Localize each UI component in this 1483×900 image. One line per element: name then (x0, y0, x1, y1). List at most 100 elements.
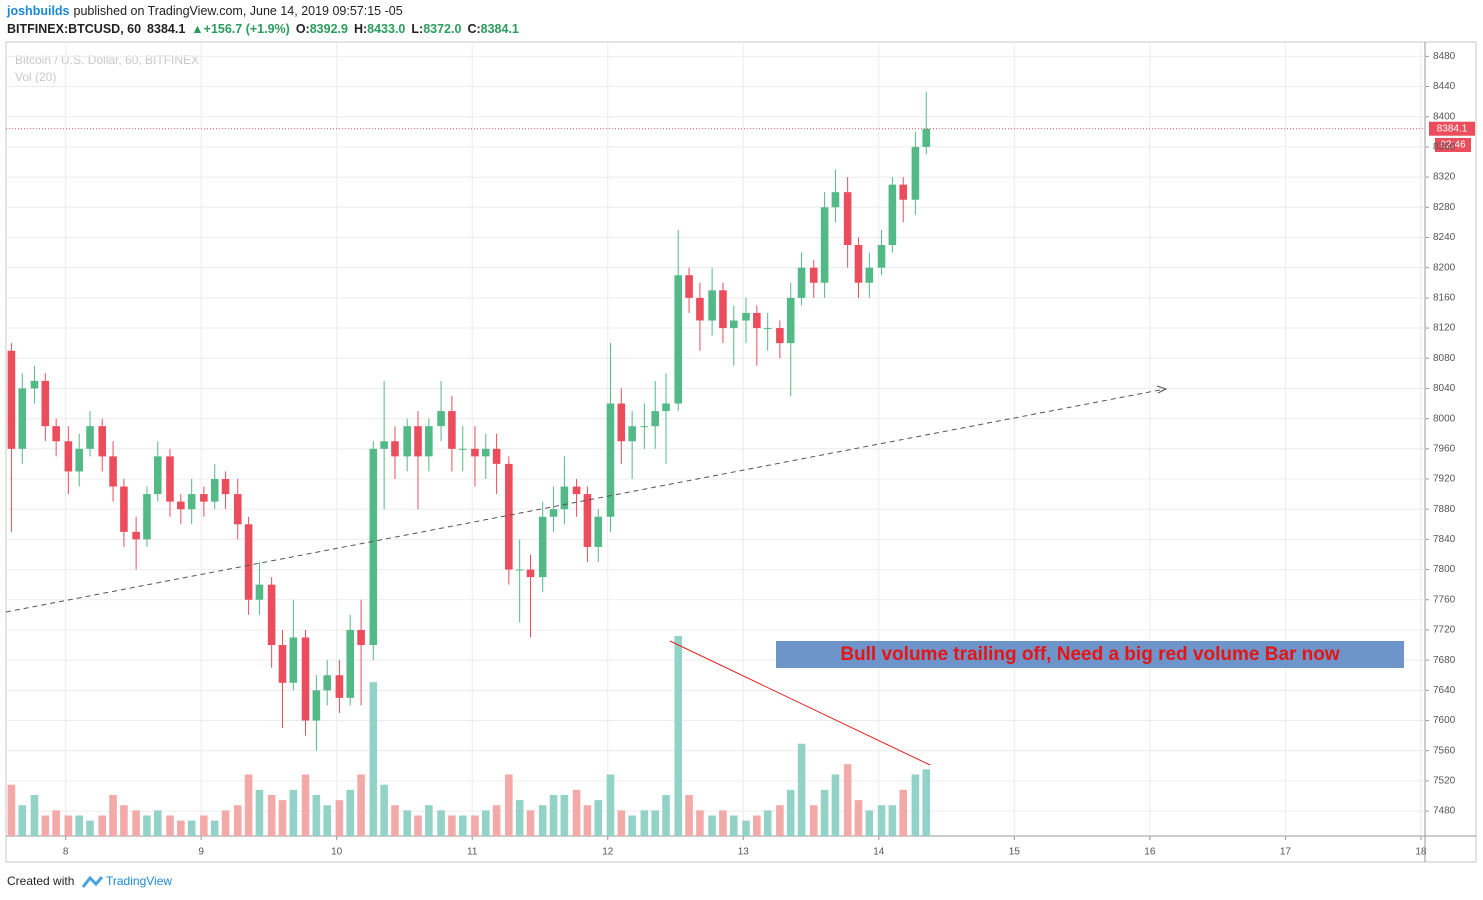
volume-bar (153, 810, 162, 836)
candle-body (843, 192, 852, 246)
change: +156.7 (+1.9%) (204, 22, 290, 36)
candle-body (730, 320, 738, 329)
candle-body (594, 516, 603, 547)
l-label: L: (411, 22, 423, 36)
y-tick-label: 8200 (1433, 262, 1456, 273)
y-tick-label: 7920 (1433, 474, 1456, 485)
volume-bar (7, 784, 16, 836)
volume-bar (41, 815, 50, 836)
candle-body (335, 675, 344, 698)
volume-bar (18, 805, 27, 836)
candle-body (911, 146, 920, 200)
h-label: H: (354, 22, 367, 36)
y-tick-label: 8240 (1433, 232, 1456, 243)
candle-body (120, 486, 128, 532)
x-tick-label: 15 (1009, 847, 1021, 858)
c-label: C: (467, 22, 480, 36)
annotation: Bull volume trailing off, Need a big red… (840, 644, 1340, 665)
y-tick-label: 8080 (1433, 353, 1456, 364)
volume-bar (187, 820, 196, 836)
x-tick-label: 17 (1280, 847, 1292, 858)
candle-body (289, 637, 298, 683)
volume-bar (719, 810, 727, 836)
volume-bar (75, 815, 83, 836)
o-label: O: (296, 22, 310, 36)
volume-bar (437, 810, 445, 836)
change-arrow: ▲ (191, 22, 203, 36)
x-tick-label: 11 (467, 847, 478, 858)
candle-body (380, 441, 388, 449)
frame (5, 41, 1477, 863)
timer-box (1435, 138, 1471, 152)
y-tick-label: 8040 (1433, 383, 1456, 394)
volume-bar (312, 794, 321, 836)
symbol: BITFINEX:BTCUSD, 60 (7, 22, 141, 36)
candle-body (221, 479, 230, 495)
volume-bar (583, 805, 592, 836)
volume-bar (708, 815, 716, 836)
volume-bar (809, 805, 818, 836)
volume-bar (233, 805, 242, 836)
candle-body (143, 494, 151, 540)
candle-body (583, 494, 592, 547)
volume-bar (606, 774, 615, 836)
price: 8384.1 (147, 22, 185, 36)
candle-body (166, 456, 174, 502)
volume-bar (346, 789, 355, 836)
y-tick-label: 7640 (1433, 685, 1456, 696)
footer-created: Created with (7, 874, 74, 888)
volume-bar (662, 794, 670, 836)
candle-body (854, 245, 863, 283)
x-tick-label: 16 (1144, 847, 1156, 858)
x-tick-label: 13 (738, 847, 750, 858)
volume-bar (730, 815, 738, 836)
candle-body (233, 494, 242, 525)
candle-body (899, 184, 908, 200)
candle-body (492, 448, 501, 464)
candle-body (369, 448, 378, 646)
candle-body (763, 328, 772, 330)
volume-bar (289, 789, 298, 836)
tv-logo (81, 875, 104, 888)
h: 8433.0 (367, 22, 405, 36)
volume-bar (505, 774, 513, 836)
volume-bar (786, 789, 795, 836)
author[interactable]: joshbuilds (6, 4, 70, 18)
candle-body (877, 245, 886, 268)
x-tick-label: 12 (602, 847, 614, 858)
volume-bar (843, 764, 852, 836)
volume-bar (267, 794, 276, 836)
volume-bar (109, 794, 117, 836)
candle-body (244, 524, 253, 600)
candle-body (210, 479, 219, 502)
volume-bar (357, 774, 365, 836)
volume-trend-line (669, 640, 931, 766)
volume-bar (425, 805, 433, 836)
candle-body (153, 456, 162, 495)
y-tick-label: 7880 (1433, 504, 1456, 515)
volume-bar (414, 815, 422, 836)
candle-body (75, 448, 83, 472)
candle-body (267, 584, 276, 646)
y-tick-label: 7560 (1433, 745, 1456, 756)
candle-body (809, 267, 818, 283)
volume-bar (797, 743, 806, 836)
y-tick-label: 7840 (1433, 534, 1456, 545)
volume-bar (854, 800, 863, 836)
y-tick-label: 8280 (1433, 202, 1456, 213)
volume-bar (742, 820, 750, 836)
candle-body (425, 426, 433, 457)
candle-body (708, 290, 716, 321)
y-tick-label: 8120 (1433, 323, 1456, 334)
volume-bar (86, 820, 94, 836)
volume-bar (696, 810, 704, 836)
candle-body (685, 275, 693, 298)
volume-bar (776, 805, 784, 836)
footer-brand[interactable]: TradingView (106, 874, 172, 888)
y-tick-label: 8400 (1433, 111, 1456, 122)
y-tick-label: 7960 (1433, 443, 1456, 454)
last-price-box (1429, 121, 1475, 136)
volume-bar (210, 820, 219, 836)
candle-body (177, 501, 185, 510)
